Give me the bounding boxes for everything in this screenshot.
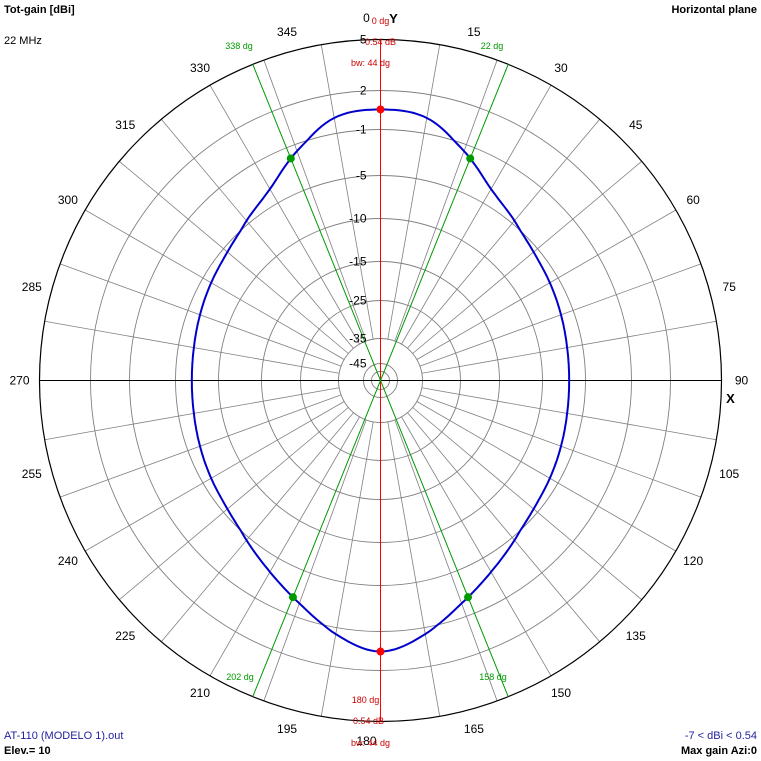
back-lobe-value-label: 0.54 dB [353,716,384,726]
spoke-line [161,119,354,349]
spoke-line [401,416,552,677]
radial-tick-label: -5 [356,169,367,183]
azimuth-tick-label: 120 [683,554,703,568]
half-power-label: 22 dg [481,41,504,51]
marker-layer [252,39,509,722]
elevation-label: Elev.= 10 [4,745,51,757]
spoke-line [320,44,374,340]
spoke-line [320,421,374,717]
azimuth-tick-label: 285 [22,280,42,294]
beamwidth-line [252,64,509,697]
back-lobe-azimuth-label: 180 dg [352,695,380,705]
radial-tick-label: 2 [360,84,367,98]
azimuth-tick-label: 330 [190,61,210,75]
azimuth-tick-label: 105 [719,467,739,481]
azimuth-tick-label: 75 [723,280,737,294]
half-power-point [286,154,295,163]
half-power-point [288,593,297,602]
max-gain-beamwidth-label: bw: 44 dg [351,58,390,68]
spoke-line [44,387,340,441]
azimuth-tick-label: 0 [363,11,370,25]
max-gain-point [376,647,385,656]
azimuth-tick-label: 210 [190,686,210,700]
radial-tick-label: -10 [349,212,367,226]
azimuth-tick-label: 255 [22,467,42,481]
azimuth-tick-label: 150 [551,686,571,700]
half-power-label: 158 dg [479,672,507,682]
azimuth-tick-label: 165 [464,722,484,736]
azimuth-tick-label: 195 [277,722,297,736]
chart-title: Tot-gain [dBi] [4,4,75,16]
spoke-line [209,84,360,345]
max-gain-value-label: 0.54 dB [365,37,396,47]
spoke-line [407,119,600,349]
azimuth-tick-label: 240 [58,554,78,568]
spoke-line [401,84,552,345]
spoke-line [387,421,441,717]
radial-tick-label: -45 [349,357,367,371]
spoke-line [421,320,717,374]
azimuth-tick-label: 345 [277,25,297,39]
spoke-line [387,44,441,340]
spoke-line [416,209,677,360]
x-axis-label: X [726,391,735,406]
azimuth-tick-label: 15 [467,25,481,39]
azimuth-tick-label: 60 [686,193,700,207]
azimuth-tick-label: 300 [58,193,78,207]
back-lobe-beamwidth-label: bw: 44 dg [351,738,390,748]
spoke-line [421,387,717,441]
half-power-point [464,593,473,602]
spoke-line [119,407,349,600]
spoke-line [161,412,354,642]
label-layer: 0153045607590105120135150165180195210225… [9,11,748,748]
spoke-line [44,320,340,374]
spoke-line [412,161,642,354]
spoke-line [84,209,345,360]
spoke-line [407,412,600,642]
azimuth-tick-label: 90 [735,374,749,388]
half-power-label: 338 dg [225,41,253,51]
spoke-line [84,401,345,552]
max-gain-point [376,105,385,114]
max-gain-azimuth-label: 0 dg [372,16,390,26]
radial-tick-label: 5 [360,33,367,47]
max-gain-label: Max gain Azi:0 [681,745,757,757]
gain-range-label: -7 < dBi < 0.54 [684,730,757,742]
azimuth-tick-label: 30 [554,61,568,75]
radial-tick-label: -25 [349,294,367,308]
half-power-label: 202 dg [226,672,254,682]
frequency-label: 22 MHz [4,35,42,47]
radial-tick-label: -35 [349,332,367,346]
azimuth-tick-label: 315 [115,118,135,132]
azimuth-tick-label: 135 [626,629,646,643]
plane-label: Horizontal plane [671,4,757,16]
y-axis-label: Y [389,11,398,26]
spoke-line [263,419,367,702]
spoke-line [263,59,367,342]
radial-tick-label: -15 [349,255,367,269]
spoke-line [119,161,349,354]
spoke-line [209,416,360,677]
azimuth-tick-label: 270 [9,374,29,388]
half-power-point [466,154,475,163]
spoke-line [412,407,642,600]
azimuth-tick-label: 180 [356,734,376,748]
spoke-line [394,59,498,342]
radial-tick-label: -1 [356,123,367,137]
spoke-line [394,419,498,702]
pattern-layer [190,105,571,656]
file-name-label: AT-110 (MODELO 1).out [4,730,124,742]
spoke-line [416,401,677,552]
azimuth-tick-label: 225 [115,629,135,643]
azimuth-tick-label: 45 [629,118,643,132]
